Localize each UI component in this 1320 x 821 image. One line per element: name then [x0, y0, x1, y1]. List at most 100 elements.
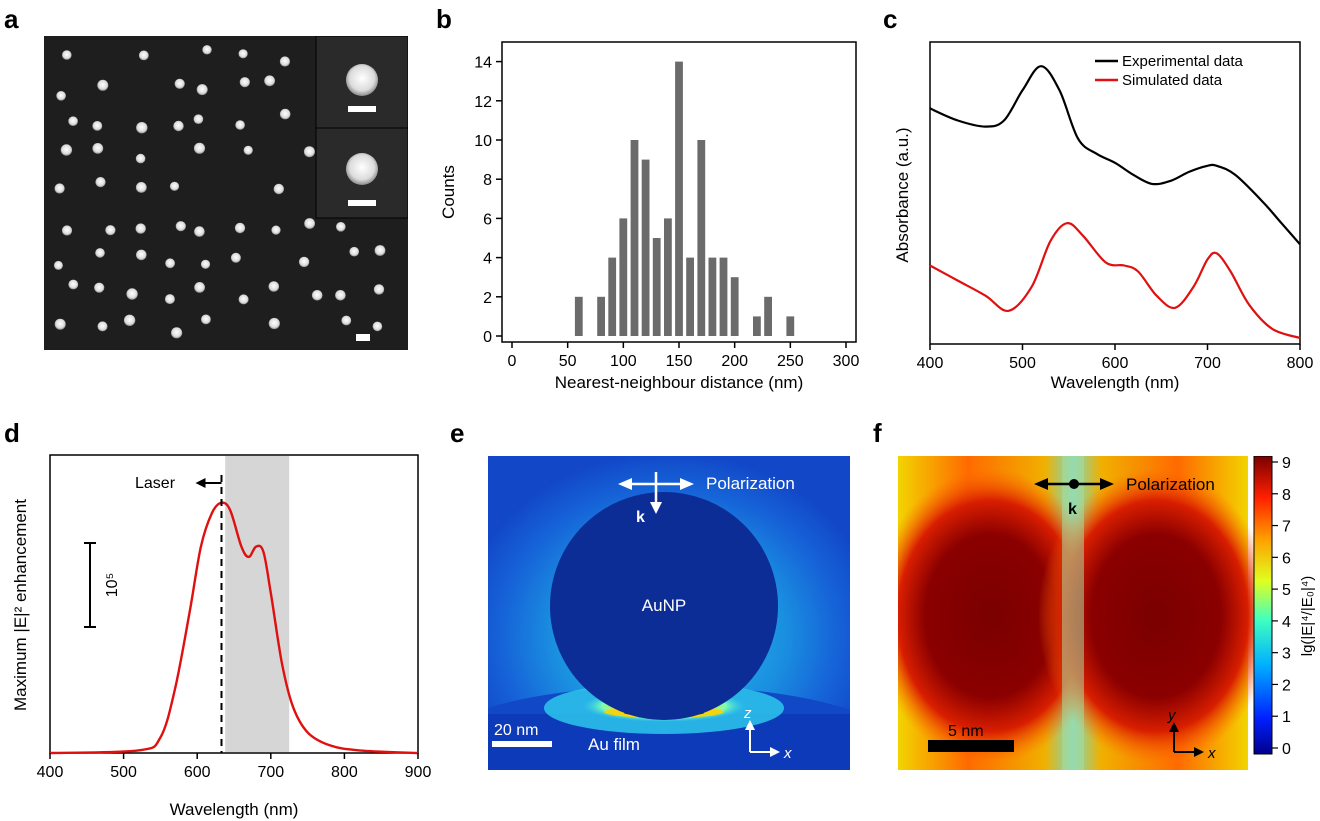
histogram-bar [619, 218, 628, 336]
x-tick-label: 600 [184, 764, 211, 781]
sem-inset [315, 36, 408, 219]
nanoparticle [136, 122, 148, 134]
histogram-bar [708, 257, 717, 336]
nanoparticle [53, 260, 63, 270]
nanoparticle [303, 146, 315, 158]
histogram-bar [697, 140, 706, 336]
x-axis-label: x [1207, 745, 1216, 762]
histogram-bar [753, 316, 761, 336]
panel-label-a: a [4, 4, 19, 34]
nanoparticle [200, 259, 211, 269]
nanoparticle [239, 77, 250, 88]
axes-indicator [1169, 722, 1204, 757]
panel-label-e: e [450, 418, 465, 448]
absorbance-chart: 400 500 600 700 800 Experimental data Simula… [893, 41, 1313, 392]
histogram-chart: 0 50 100 150 200 250 300 0 2 4 6 8 10 12 14 Nearest-n… [439, 41, 859, 392]
x-tick-label: 900 [405, 764, 432, 781]
k-vector-label: k [1068, 501, 1077, 518]
aunp-label: AuNP [642, 596, 686, 615]
nanoparticle [173, 120, 184, 132]
x-axis-label: Wavelength (nm) [170, 800, 299, 819]
colorbar-tick-label: 7 [1282, 519, 1291, 536]
colorbar-label: lg(|E|⁴/|E₀|⁴) [1299, 576, 1316, 657]
nanoparticle [374, 245, 386, 256]
y-axis-label: Absorbance (a.u.) [893, 127, 912, 262]
panel-label-d: d [4, 418, 20, 448]
nanoparticle [138, 50, 149, 61]
histogram-bar [652, 238, 661, 336]
colorbar-tick-label: 3 [1282, 646, 1291, 663]
colorbar-tick-label: 5 [1282, 582, 1291, 599]
nanoparticle [238, 294, 249, 305]
histogram-bar [641, 159, 650, 336]
nanoparticle [193, 114, 204, 124]
enhancement-line [49, 501, 419, 755]
y-axis-label: Maximum |E|² enhancement [11, 499, 30, 711]
nanoparticle [201, 314, 211, 325]
x-tick-label: 0 [508, 353, 517, 370]
nanoparticle [373, 284, 385, 295]
axes-indicator [745, 720, 780, 757]
x-tick-label: 700 [257, 764, 284, 781]
x-tick-label: 800 [331, 764, 358, 781]
nanoparticle [126, 288, 138, 300]
y-tick-label: 6 [483, 211, 492, 228]
nanoparticle [372, 321, 383, 332]
hotspot-right [1038, 468, 1274, 764]
nanoparticle [311, 290, 323, 301]
au-film-label: Au film [588, 735, 640, 754]
nanoparticle [230, 252, 241, 263]
y-tick-label: 0 [483, 329, 492, 346]
polarization-arrows [618, 472, 694, 514]
legend: Experimental data Simulated data [1095, 53, 1244, 89]
histogram-bar [730, 277, 739, 336]
nanoparticle [238, 49, 248, 59]
nanoparticle [68, 116, 78, 126]
colorbar-tick-label: 2 [1282, 677, 1291, 694]
nanoparticle [349, 246, 360, 257]
nanoparticle [169, 181, 180, 191]
nanoparticle [196, 84, 208, 96]
nanoparticle [273, 183, 284, 195]
nanoparticle [279, 56, 290, 67]
x-axis-label: x [783, 745, 792, 762]
histogram-bar [597, 296, 605, 336]
x-tick-label: 700 [1194, 355, 1221, 372]
x-tick-label: 250 [777, 353, 804, 370]
histogram-bar [686, 257, 694, 336]
laser-arrowhead [195, 478, 206, 488]
sem-particles [53, 45, 386, 339]
colorbar-tick-label: 0 [1282, 741, 1291, 758]
nanoparticle [243, 145, 253, 155]
field-map-e: AuNP Polarization k 20 nm Au film z x [488, 456, 850, 770]
nanoparticle [175, 221, 186, 232]
enhancement-chart: 400 500 600 700 800 900 Laser 10⁵ Wavelength … [11, 454, 432, 819]
colorbar-tick-label: 4 [1282, 614, 1291, 631]
x-tick-label: 50 [559, 353, 577, 370]
field-map-f: Polarization k 5 nm y x 0 1 2 3 4 5 6 7 8 9 lg(|E… [898, 456, 1316, 770]
y-tick-label: 8 [483, 172, 492, 189]
nanoparticle [341, 315, 352, 326]
legend-experimental: Experimental data [1122, 53, 1244, 70]
nanoparticle [304, 218, 315, 229]
experimental-line [929, 65, 1301, 246]
nanoparticle [61, 225, 73, 236]
nanoparticle [235, 120, 245, 130]
aunp-sphere [550, 492, 778, 720]
y-tick-label: 2 [483, 290, 492, 307]
histogram-bar [664, 218, 672, 336]
scale-bar-1e5: 10⁵ [84, 542, 121, 628]
nanoparticle [174, 78, 185, 89]
nanoparticle [193, 142, 206, 154]
nanoparticle [194, 282, 206, 293]
z-axis-label: z [743, 705, 752, 722]
scale-bar-label: 20 nm [494, 722, 538, 739]
y-axis-label: Counts [439, 165, 458, 219]
sem-scale-bar [356, 334, 370, 341]
nanoparticle [95, 177, 106, 188]
panel-label-f: f [873, 418, 882, 448]
nanoparticle [268, 317, 280, 330]
k-vector-label: k [636, 509, 645, 526]
nanoparticle [94, 282, 105, 293]
histogram-bar [675, 61, 683, 336]
